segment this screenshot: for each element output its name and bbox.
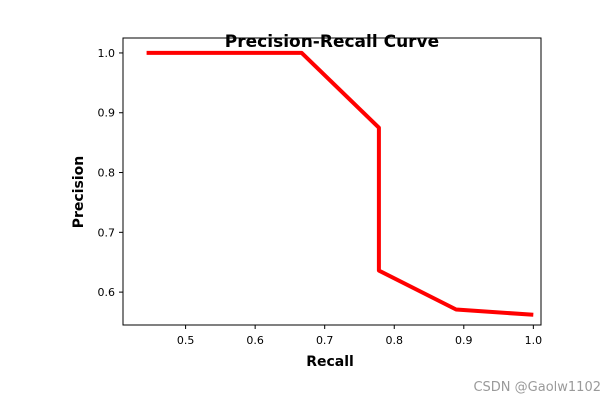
- series-layer: [146, 50, 534, 317]
- x-axis-label: Recall: [306, 354, 354, 370]
- x-tick-label: 0.9: [455, 334, 473, 347]
- x-tick-label: 1.0: [525, 334, 543, 347]
- plot-frame: [122, 37, 542, 326]
- y-tick-label: 0.7: [98, 226, 116, 239]
- x-tick-label: 0.7: [316, 334, 334, 347]
- y-axis-label: Precision: [71, 156, 87, 228]
- y-tick-label: 1.0: [98, 47, 116, 60]
- plot-area: [123, 38, 541, 325]
- pr-curve-line: [146, 50, 534, 317]
- x-tick-label: 0.8: [385, 334, 403, 347]
- y-axis-ticks: 0.6 0.7 0.8 0.9 1.0: [98, 47, 123, 299]
- y-tick-label: 0.9: [98, 107, 116, 120]
- x-tick-label: 0.6: [246, 334, 264, 347]
- watermark: CSDN @Gaolw1102: [473, 380, 601, 395]
- x-tick-label: 0.5: [177, 334, 195, 347]
- x-axis-ticks: 0.5 0.6 0.7 0.8 0.9 1.0: [177, 325, 542, 347]
- y-tick-label: 0.8: [98, 167, 116, 180]
- y-tick-label: 0.6: [98, 286, 116, 299]
- chart-title: Precision-Recall Curve: [225, 32, 439, 52]
